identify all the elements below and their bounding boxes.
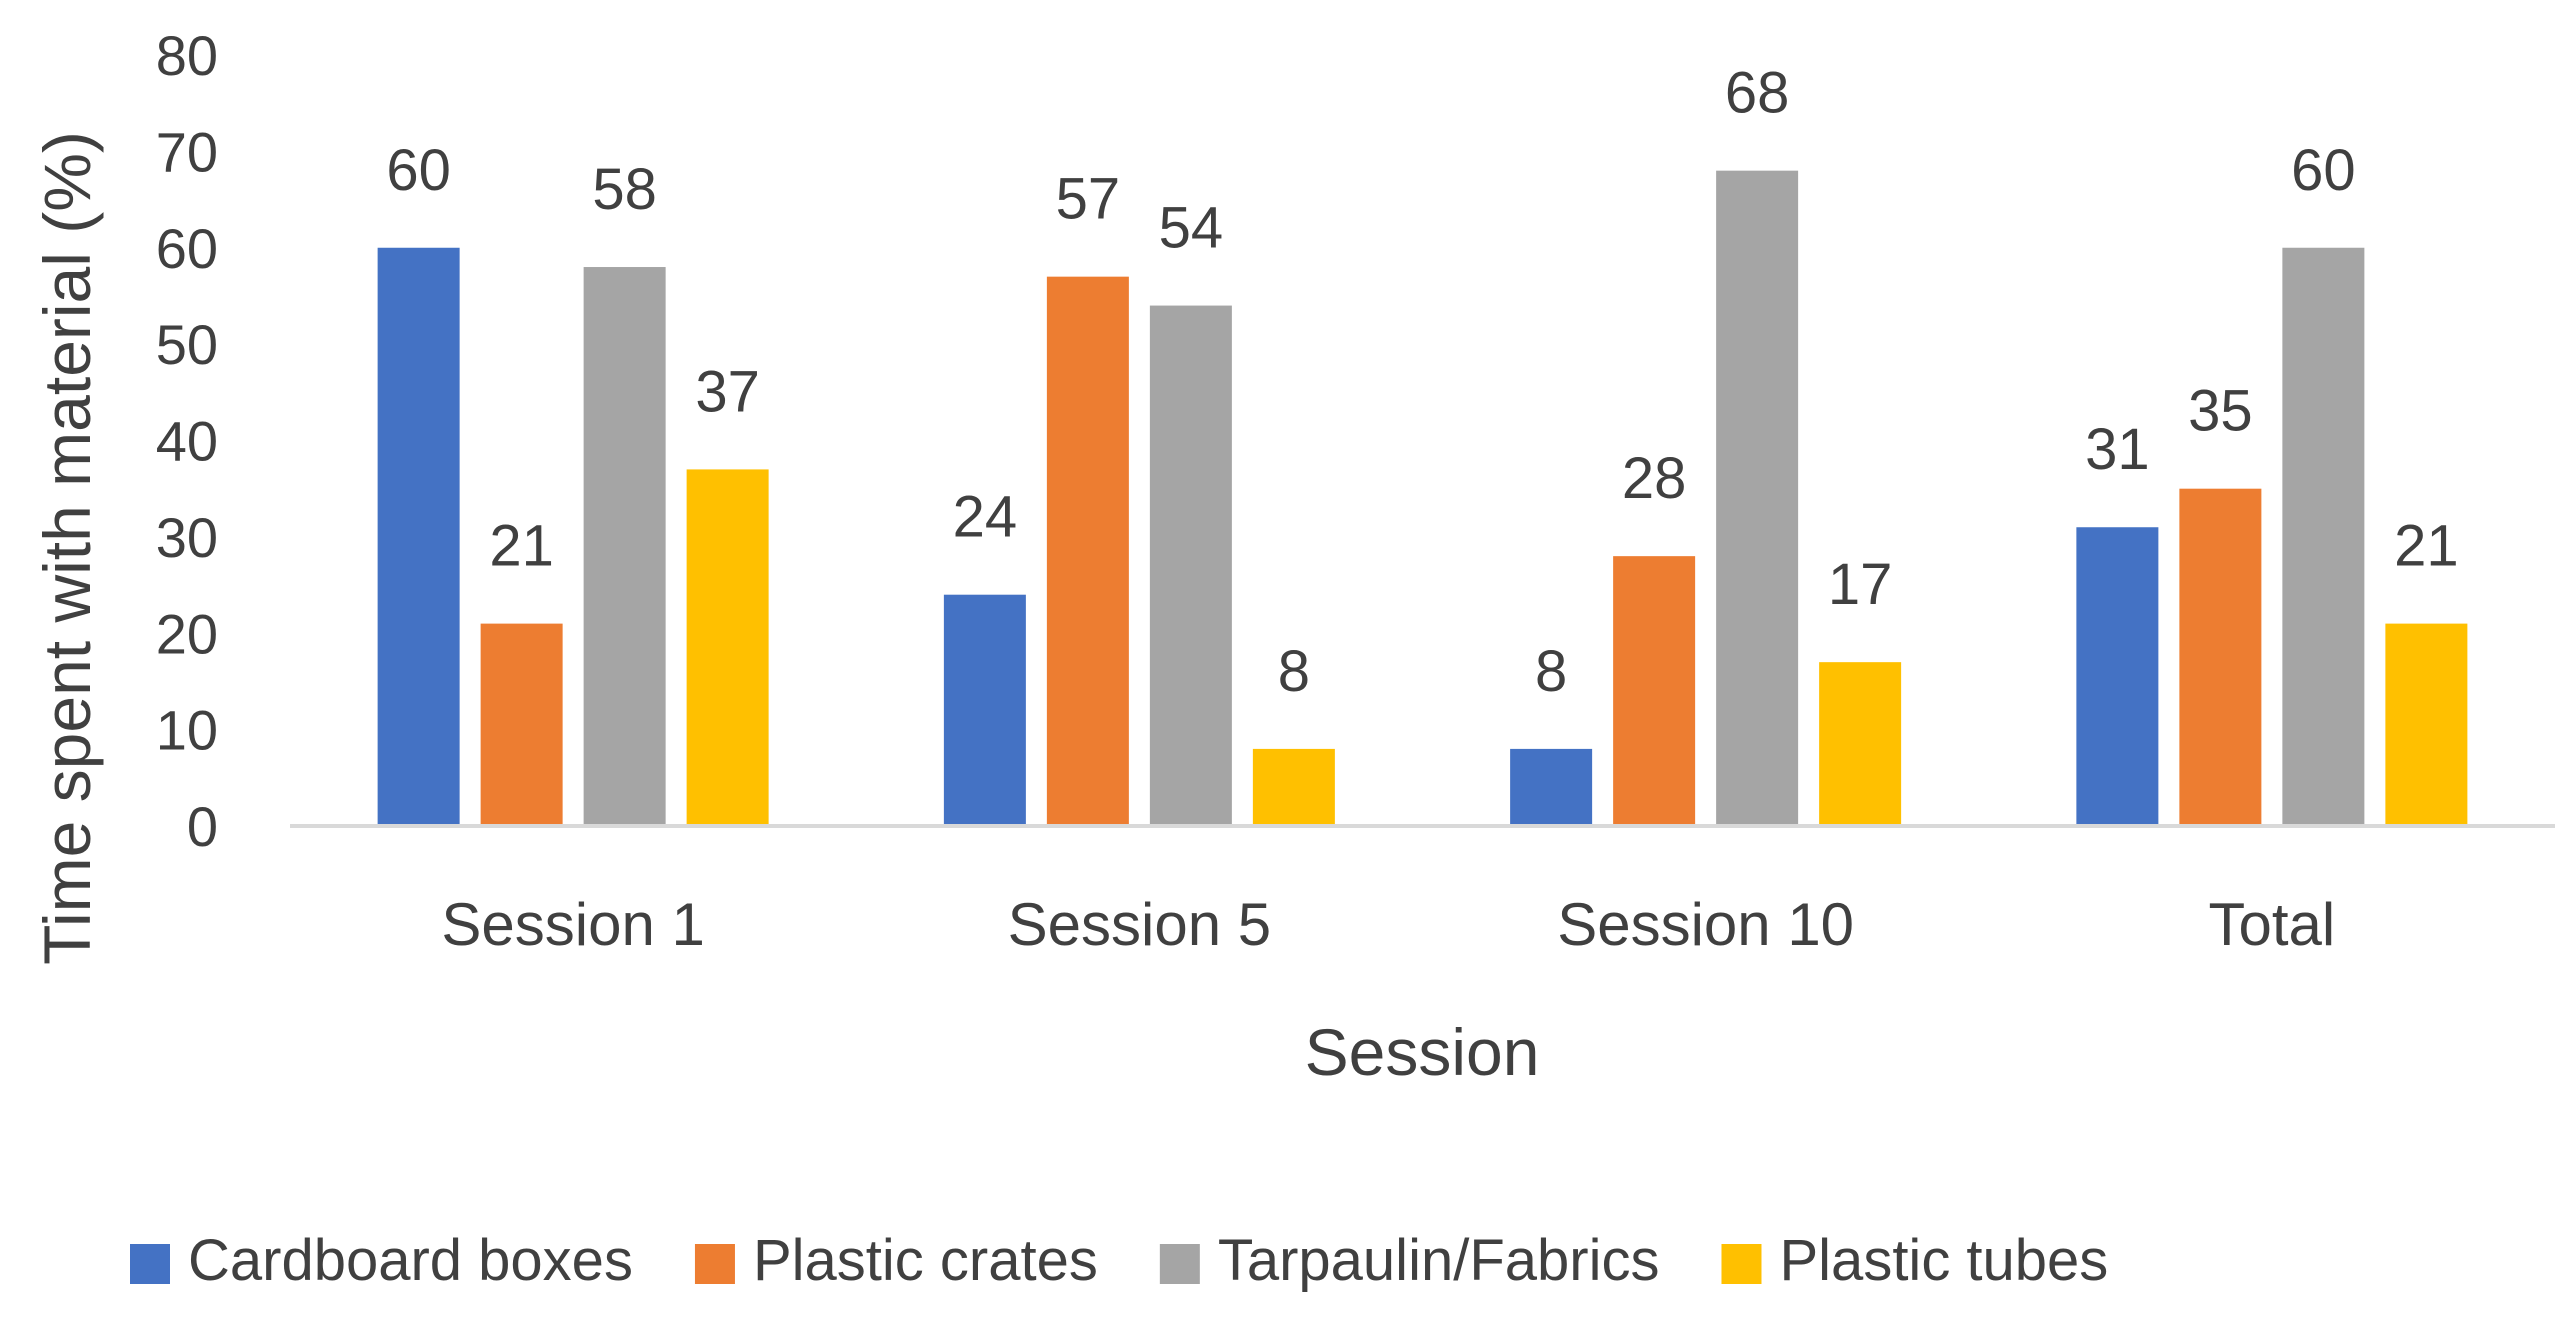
data-label: 24 <box>953 485 1018 550</box>
data-label: 21 <box>489 514 554 579</box>
data-label: 8 <box>1278 639 1310 704</box>
legend-label: Plastic tubes <box>1779 1228 2108 1293</box>
bars <box>377 170 2468 827</box>
data-label: 8 <box>1535 639 1567 704</box>
legend-label: Tarpaulin/Fabrics <box>1218 1228 1660 1293</box>
legend-label: Cardboard boxes <box>188 1228 633 1293</box>
data-label: 68 <box>1725 61 1790 126</box>
y-tick-label: 50 <box>156 313 218 376</box>
bar <box>480 623 563 826</box>
data-label: 60 <box>386 138 451 203</box>
data-label: 28 <box>1622 446 1687 511</box>
y-tick-label: 80 <box>156 24 218 87</box>
data-label: 17 <box>1828 552 1893 617</box>
bar <box>2282 247 2365 826</box>
y-tick-label: 30 <box>156 506 218 569</box>
legend-swatch <box>694 1244 735 1284</box>
bar <box>583 267 666 826</box>
legend-item: Tarpaulin/Fabrics <box>1159 1228 1660 1293</box>
data-label: 58 <box>592 157 657 222</box>
legend: Cardboard boxes Plastic crates Tarpaulin/F… <box>130 1228 2108 1293</box>
x-tick-label: Total <box>2209 891 2336 958</box>
bar <box>1510 748 1593 826</box>
bar <box>2385 623 2468 826</box>
legend-swatch <box>1721 1244 1762 1284</box>
data-label: 37 <box>695 359 760 424</box>
data-label: 57 <box>1056 167 1121 232</box>
bar <box>1716 170 1799 826</box>
x-tick-label: Session 1 <box>441 891 705 958</box>
y-tick-label: 70 <box>156 120 218 183</box>
bar <box>686 469 769 826</box>
y-axis-title: Time spent with material (%) <box>30 131 104 965</box>
bar <box>1819 662 1902 826</box>
data-label: 54 <box>1159 196 1224 261</box>
y-axis-ticks: 0 10 20 30 40 50 60 70 80 <box>156 24 218 858</box>
y-tick-label: 0 <box>187 795 218 858</box>
legend-item: Cardboard boxes <box>130 1228 633 1293</box>
data-label: 60 <box>2291 138 2356 203</box>
bar <box>1149 305 1232 826</box>
legend-label: Plastic crates <box>753 1228 1098 1293</box>
bar <box>1252 748 1335 826</box>
x-tick-label: Session 5 <box>1008 891 1272 958</box>
x-axis-title: Session <box>1305 1015 1540 1089</box>
bar <box>1613 556 1696 826</box>
bar <box>943 594 1026 826</box>
data-labels: 60 21 58 37 24 57 54 8 8 28 68 17 31 35 60 21 <box>386 61 2458 704</box>
y-tick-label: 20 <box>156 602 218 665</box>
legend-swatch <box>1159 1244 1200 1284</box>
y-tick-label: 60 <box>156 217 218 280</box>
x-axis-category-labels: Session 1 Session 5 Session 10 Total <box>441 891 2335 958</box>
legend-item: Plastic crates <box>694 1228 1098 1293</box>
bar <box>377 247 460 826</box>
data-label: 35 <box>2188 379 2253 444</box>
y-tick-label: 10 <box>156 699 218 762</box>
legend-item: Plastic tubes <box>1721 1228 2108 1293</box>
data-label: 21 <box>2394 514 2459 579</box>
x-tick-label: Session 10 <box>1557 891 1854 958</box>
data-label: 31 <box>2085 417 2150 482</box>
legend-swatch <box>130 1244 170 1284</box>
y-tick-label: 40 <box>156 410 218 473</box>
bar <box>2076 527 2159 826</box>
bar <box>2179 488 2262 826</box>
bar <box>1046 276 1129 827</box>
